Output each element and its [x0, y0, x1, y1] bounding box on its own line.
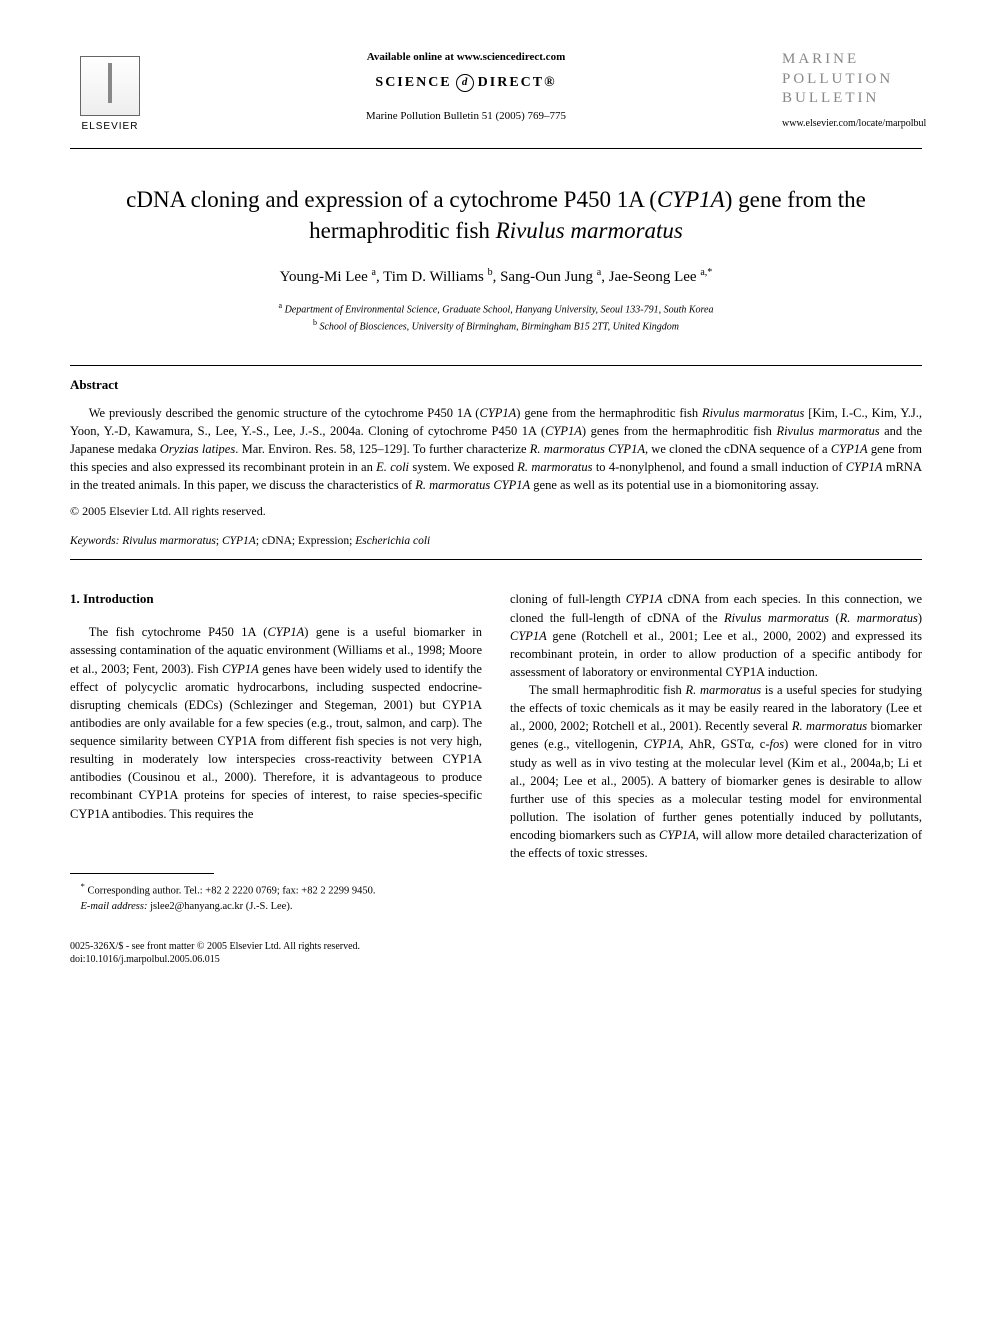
divider-bottom — [70, 559, 922, 560]
abstract-body: We previously described the genomic stru… — [70, 404, 922, 495]
elsevier-logo: ELSEVIER — [70, 50, 150, 140]
elsevier-tree-icon — [80, 56, 140, 116]
sd-left: SCIENCE — [375, 73, 451, 93]
affiliations: a Department of Environmental Science, G… — [70, 300, 922, 335]
journal-reference: Marine Pollution Bulletin 51 (2005) 769–… — [170, 109, 762, 124]
abstract-paragraph: We previously described the genomic stru… — [70, 404, 922, 495]
introduction-heading: 1. Introduction — [70, 590, 482, 609]
email-footnote: E-mail address: jslee2@hanyang.ac.kr (J.… — [70, 899, 482, 914]
divider-top — [70, 365, 922, 366]
intro-col2-p2: The small hermaphroditic fish R. marmora… — [510, 681, 922, 862]
journal-logo-line3: BULLETIN — [782, 89, 922, 109]
header-center: Available online at www.sciencedirect.co… — [150, 50, 782, 124]
sd-right: DIRECT® — [478, 73, 557, 93]
column-right: cloning of full-length CYP1A cDNA from e… — [510, 590, 922, 914]
intro-col2-p1: cloning of full-length CYP1A cDNA from e… — [510, 590, 922, 681]
journal-title-logo: MARINE POLLUTION BULLETIN — [782, 50, 922, 109]
abstract-copyright: © 2005 Elsevier Ltd. All rights reserved… — [70, 503, 922, 520]
available-online-text: Available online at www.sciencedirect.co… — [170, 50, 762, 65]
affiliation-a: a Department of Environmental Science, G… — [70, 300, 922, 317]
keywords-line: Keywords: Rivulus marmoratus; CYP1A; cDN… — [70, 533, 922, 549]
affiliation-b: b School of Biosciences, University of B… — [70, 317, 922, 334]
keywords-values: Rivulus marmoratus; CYP1A; cDNA; Express… — [122, 535, 430, 547]
keywords-label: Keywords: — [70, 535, 119, 547]
sd-circle-icon: d — [456, 74, 474, 92]
intro-col1-p1: The fish cytochrome P450 1A (CYP1A) gene… — [70, 623, 482, 822]
email-label: E-mail address: — [81, 901, 148, 912]
email-address: jslee2@hanyang.ac.kr — [150, 901, 243, 912]
journal-logo-line1: MARINE — [782, 50, 922, 70]
page-footer: 0025-326X/$ - see front matter © 2005 El… — [70, 940, 922, 966]
abstract-heading: Abstract — [70, 376, 922, 394]
sciencedirect-logo: SCIENCE d DIRECT® — [375, 73, 556, 93]
footnote-divider — [70, 873, 214, 874]
elsevier-label: ELSEVIER — [82, 120, 139, 134]
page-header: ELSEVIER Available online at www.science… — [70, 50, 922, 149]
column-left: 1. Introduction The fish cytochrome P450… — [70, 590, 482, 914]
corresponding-footnote: * Corresponding author. Tel.: +82 2 2220… — [70, 880, 482, 899]
article-title: cDNA cloning and expression of a cytochr… — [110, 184, 882, 246]
authors-line: Young-Mi Lee a, Tim D. Williams b, Sang-… — [70, 266, 922, 288]
journal-logo-block: MARINE POLLUTION BULLETIN www.elsevier.c… — [782, 50, 922, 131]
footer-line1: 0025-326X/$ - see front matter © 2005 El… — [70, 940, 922, 953]
body-columns: 1. Introduction The fish cytochrome P450… — [70, 590, 922, 914]
locate-url: www.elsevier.com/locate/marpolbul — [782, 117, 922, 131]
journal-logo-line2: POLLUTION — [782, 70, 922, 90]
email-author: (J.-S. Lee). — [246, 901, 293, 912]
footer-line2: doi:10.1016/j.marpolbul.2005.06.015 — [70, 953, 922, 966]
